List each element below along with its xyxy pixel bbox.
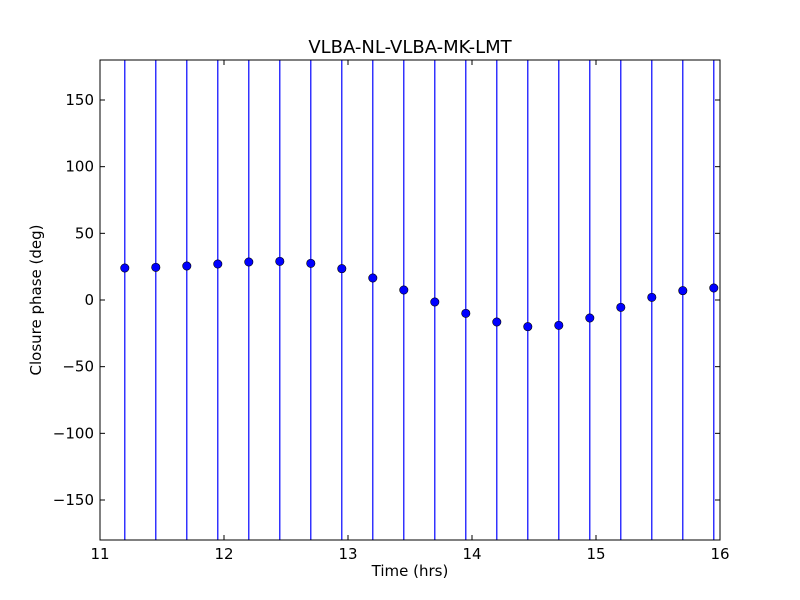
y-tick-label: 150: [65, 91, 94, 109]
data-point: [461, 308, 471, 318]
x-axis-label: Time (hrs): [371, 562, 449, 580]
data-point: [585, 313, 595, 323]
y-tick-label: −50: [62, 358, 94, 376]
y-tick-label: −150: [53, 491, 94, 509]
data-point: [213, 259, 223, 269]
data-point: [492, 317, 502, 327]
x-tick-label: 14: [462, 545, 481, 563]
x-tick-label: 13: [338, 545, 357, 563]
y-tick-label: −100: [53, 424, 94, 442]
y-tick-label: 0: [84, 291, 94, 309]
data-point: [120, 263, 130, 273]
y-axis-label: Closure phase (deg): [27, 225, 45, 376]
x-tick-label: 16: [710, 545, 729, 563]
y-tick-label: 100: [65, 158, 94, 176]
y-tick-label: 50: [75, 224, 94, 242]
x-tick-label: 15: [586, 545, 605, 563]
data-point: [306, 258, 316, 268]
data-point: [399, 285, 409, 295]
data-point: [523, 322, 533, 332]
data-point: [616, 302, 626, 312]
data-point: [337, 264, 347, 274]
data-point: [430, 297, 440, 307]
data-point: [244, 257, 254, 267]
data-point: [678, 286, 688, 296]
data-point: [151, 262, 161, 272]
data-point: [709, 283, 719, 293]
data-point: [647, 292, 657, 302]
data-point: [182, 261, 192, 271]
x-tick-label: 12: [214, 545, 233, 563]
x-tick-label: 11: [90, 545, 109, 563]
plot-area: 11 12 13 14 15 16 −150 −100 −50 0 50 100 150: [53, 59, 730, 563]
data-point: [554, 320, 564, 330]
chart-title: VLBA-NL-VLBA-MK-LMT: [308, 37, 512, 58]
data-point: [275, 256, 285, 266]
data-point: [368, 273, 378, 283]
